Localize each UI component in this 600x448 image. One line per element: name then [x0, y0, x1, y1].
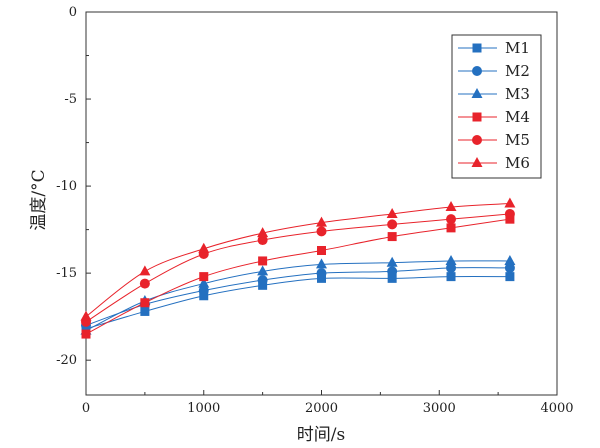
data-point	[387, 266, 398, 277]
legend-marker	[472, 112, 482, 122]
data-point	[446, 262, 457, 273]
data-point	[445, 200, 457, 211]
data-point	[387, 273, 397, 283]
data-point	[258, 256, 268, 266]
x-tick-label: 3000	[423, 401, 456, 416]
y-tick-label: -5	[64, 92, 77, 107]
legend-item-m5: M5	[458, 131, 530, 149]
data-point	[445, 254, 457, 265]
legend-label: M3	[505, 85, 530, 103]
data-point	[446, 214, 457, 225]
data-point	[504, 262, 515, 273]
legend-label: M5	[505, 131, 530, 149]
data-point	[80, 310, 92, 321]
legend-item-m2: M2	[458, 62, 530, 80]
axis-ticks: 0 1000 2000 3000 4000 0 -5 -10 -15 -20	[56, 5, 573, 416]
data-point	[257, 235, 268, 246]
data-point	[140, 306, 150, 316]
data-point	[316, 226, 327, 237]
legend-marker	[472, 43, 482, 53]
legend-label: M2	[505, 62, 530, 80]
data-point	[505, 272, 515, 282]
data-point	[257, 265, 269, 276]
data-point	[198, 242, 210, 253]
data-point	[199, 291, 209, 301]
legend-marker	[472, 135, 482, 145]
data-point	[139, 278, 150, 289]
data-point	[257, 227, 269, 238]
legend-marker	[471, 157, 483, 167]
data-point	[386, 256, 398, 267]
x-tick-label: 2000	[305, 401, 338, 416]
data-point	[316, 268, 327, 279]
data-point	[199, 272, 209, 282]
x-tick-label: 1000	[187, 401, 220, 416]
data-point	[140, 298, 150, 308]
legend-label: M6	[505, 154, 530, 172]
legend-label: M1	[505, 39, 530, 57]
data-point	[387, 232, 397, 242]
data-point	[386, 207, 398, 218]
x-axis-title: 时间/s	[297, 425, 345, 445]
data-point	[504, 254, 516, 265]
legend: M1 M2 M3 M4 M5 M6	[451, 34, 542, 179]
x-tick-label: 0	[82, 401, 90, 416]
y-tick-label: -15	[56, 266, 77, 281]
data-point	[317, 246, 326, 256]
data-point	[505, 214, 515, 224]
data-point	[258, 280, 268, 290]
legend-item-m4: M4	[458, 108, 530, 126]
y-tick-label: 0	[69, 5, 77, 20]
data-point	[504, 197, 516, 208]
series-m6	[80, 197, 516, 321]
data-point	[317, 273, 326, 283]
series-layer	[80, 197, 516, 339]
series-line	[85, 267, 510, 326]
legend-item-m6: M6	[458, 154, 530, 172]
data-point	[316, 258, 327, 269]
x-tick-label: 4000	[540, 401, 573, 416]
data-point	[446, 272, 456, 282]
series-line	[85, 275, 510, 330]
data-point	[198, 277, 210, 288]
series-line	[85, 260, 510, 332]
series-m5	[81, 208, 515, 327]
data-point	[139, 265, 151, 276]
data-point	[198, 285, 209, 296]
y-tick-label: -10	[56, 179, 77, 194]
y-axis-title: 温度/°C	[29, 169, 49, 230]
series-m4	[81, 214, 515, 339]
data-point	[316, 216, 327, 227]
data-point	[446, 223, 456, 233]
data-point	[387, 219, 398, 230]
legend-item-m1: M1	[458, 39, 530, 57]
data-point	[257, 275, 268, 286]
legend-item-m3: M3	[458, 85, 530, 103]
data-point	[504, 208, 515, 219]
legend-box	[451, 34, 542, 179]
legend-marker	[472, 66, 482, 76]
legend-label: M4	[505, 108, 530, 126]
legend-marker	[471, 88, 483, 98]
y-tick-label: -20	[56, 353, 77, 368]
data-point	[81, 329, 91, 339]
